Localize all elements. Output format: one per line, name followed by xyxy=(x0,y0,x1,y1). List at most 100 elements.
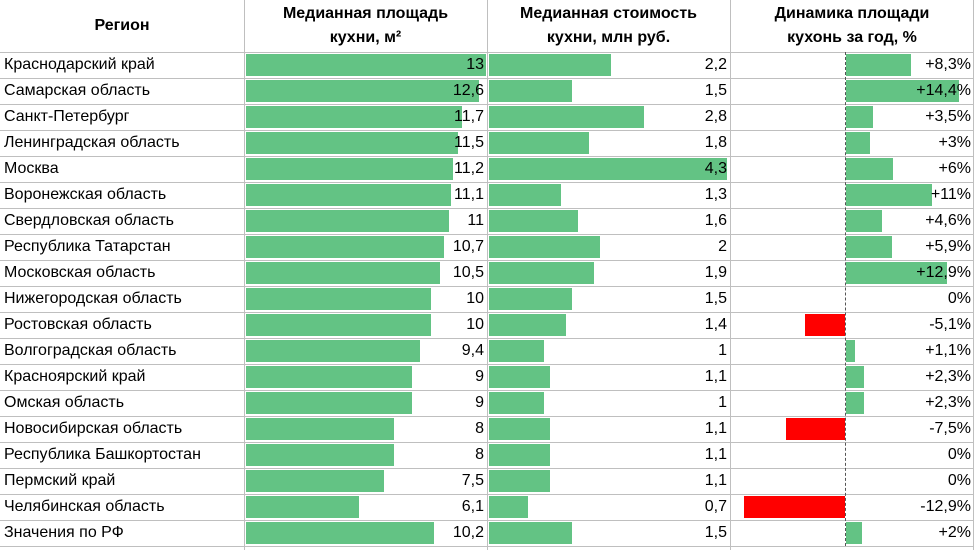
cost-bar xyxy=(489,184,561,206)
row-divider xyxy=(0,442,974,443)
dynamics-value: +2,3% xyxy=(925,368,971,385)
dynamics-bar xyxy=(846,392,865,414)
area-bar xyxy=(246,340,420,362)
cost-bar xyxy=(489,444,550,466)
dynamics-bar xyxy=(846,522,862,544)
dynamics-value: 0% xyxy=(947,472,971,489)
region-label: Пермский край xyxy=(4,472,116,489)
cost-value: 1,5 xyxy=(704,82,727,99)
dynamics-value: +14,4% xyxy=(916,82,971,99)
cost-bar xyxy=(489,80,573,102)
dynamics-bar xyxy=(846,54,912,76)
header-cost: Медианная стоимость кухни, млн руб. xyxy=(519,5,697,46)
region-label: Краснодарский край xyxy=(4,56,155,73)
area-value: 6,1 xyxy=(461,498,484,515)
row-divider xyxy=(0,468,974,469)
row-divider xyxy=(0,234,974,235)
area-bar xyxy=(246,496,359,518)
area-value: 11 xyxy=(467,212,484,229)
row-divider xyxy=(0,286,974,287)
cost-value: 4,3 xyxy=(704,160,727,177)
dynamics-value: +6% xyxy=(938,160,971,177)
area-bar xyxy=(246,184,451,206)
dynamics-bar xyxy=(846,262,948,284)
area-value: 8 xyxy=(475,420,484,437)
dynamics-bar xyxy=(846,340,855,362)
dynamics-value: 0% xyxy=(947,290,971,307)
area-bar xyxy=(246,262,440,284)
dynamics-value: +5,9% xyxy=(925,238,971,255)
cost-bar xyxy=(489,470,550,492)
dynamics-bar xyxy=(846,158,894,180)
column-divider xyxy=(244,0,245,550)
area-bar xyxy=(246,470,385,492)
row-divider xyxy=(0,312,974,313)
row-divider xyxy=(0,260,974,261)
region-label: Новосибирская область xyxy=(4,420,183,437)
row-divider xyxy=(0,494,974,495)
dynamics-bar xyxy=(846,132,870,154)
region-label: Ростовская область xyxy=(4,316,152,333)
dynamics-bar xyxy=(846,106,874,128)
dynamics-value: -12,9% xyxy=(920,498,971,515)
cost-value: 1 xyxy=(718,394,727,411)
cost-bar xyxy=(489,522,573,544)
cost-value: 1,3 xyxy=(704,186,727,203)
area-value: 11,1 xyxy=(454,186,484,203)
area-value: 10,5 xyxy=(452,264,484,281)
area-value: 10,7 xyxy=(452,238,484,255)
row-divider xyxy=(0,156,974,157)
cost-bar xyxy=(489,132,589,154)
row-divider xyxy=(0,338,974,339)
dynamics-bar xyxy=(743,496,845,518)
cost-value: 1,5 xyxy=(704,290,727,307)
cost-bar xyxy=(489,392,545,414)
column-divider xyxy=(487,0,488,550)
row-divider xyxy=(0,390,974,391)
area-bar xyxy=(246,444,394,466)
region-label: Красноярский край xyxy=(4,368,146,385)
cost-value: 1,4 xyxy=(704,316,727,333)
cost-bar xyxy=(489,418,550,440)
dynamics-value: +2% xyxy=(938,524,971,541)
area-value: 11,5 xyxy=(454,134,484,151)
area-bar xyxy=(246,106,462,128)
area-bar xyxy=(246,288,431,310)
cost-value: 2,2 xyxy=(704,56,727,73)
row-divider xyxy=(0,52,974,53)
region-label: Московская область xyxy=(4,264,156,281)
region-label: Значения по РФ xyxy=(4,524,124,541)
dynamics-bar xyxy=(846,184,933,206)
dynamics-value: +8,3% xyxy=(925,56,971,73)
dynamics-value: +2,3% xyxy=(925,394,971,411)
cost-value: 1,5 xyxy=(704,524,727,541)
area-bar xyxy=(246,80,479,102)
cost-value: 1,8 xyxy=(704,134,727,151)
area-bar xyxy=(246,366,413,388)
dynamics-value: +12,9% xyxy=(916,264,971,281)
cost-bar xyxy=(489,314,567,336)
cost-value: 1,6 xyxy=(704,212,727,229)
area-value: 9 xyxy=(475,368,484,385)
region-label: Ленинградская область xyxy=(4,134,180,151)
region-label: Челябинская область xyxy=(4,498,165,515)
row-divider xyxy=(0,130,974,131)
cost-bar xyxy=(489,54,611,76)
region-label: Москва xyxy=(4,160,59,177)
header-dynamics: Динамика площади кухонь за год, % xyxy=(774,5,930,46)
cost-bar xyxy=(489,340,545,362)
dynamics-value: 0% xyxy=(947,446,971,463)
area-value: 8 xyxy=(475,446,484,463)
region-label: Воронежская область xyxy=(4,186,167,203)
cost-value: 1,9 xyxy=(704,264,727,281)
cost-value: 1,1 xyxy=(704,368,727,385)
area-value: 11,2 xyxy=(454,160,484,177)
region-label: Омская область xyxy=(4,394,125,411)
area-bar xyxy=(246,418,394,440)
dynamics-bar xyxy=(804,314,845,336)
header-area: Медианная площадь кухни, м² xyxy=(282,5,449,46)
row-divider xyxy=(0,78,974,79)
header-region: Регион xyxy=(94,17,150,34)
area-bar xyxy=(246,314,431,336)
